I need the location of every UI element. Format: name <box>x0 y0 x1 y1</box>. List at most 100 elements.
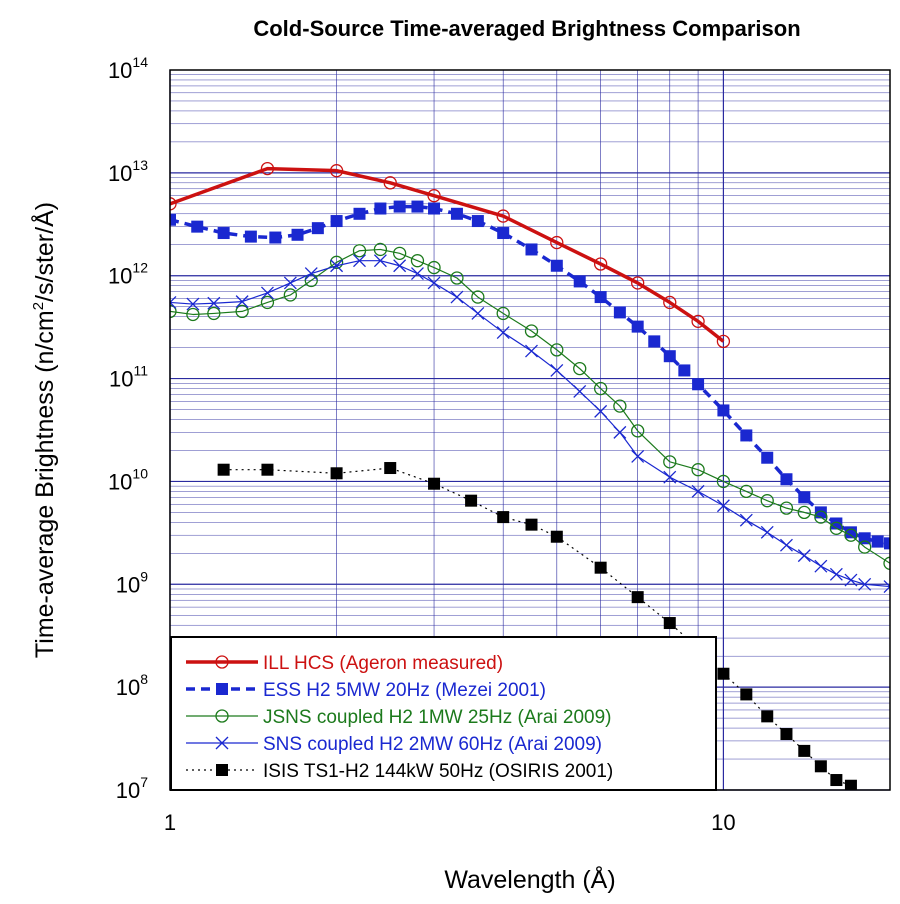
x-marker-stroke <box>427 276 441 290</box>
series-point <box>496 326 510 340</box>
series-point <box>329 164 344 178</box>
series-point <box>716 499 730 513</box>
x-marker-stroke <box>525 344 538 358</box>
y-tick-exponent: 9 <box>140 568 148 584</box>
series-point <box>207 306 221 321</box>
series-point <box>883 556 890 570</box>
x-marker-stroke <box>663 470 677 484</box>
series-point <box>692 378 705 391</box>
series-point <box>411 200 424 213</box>
legend-label: ILL HCS (Ageron measured) <box>263 653 503 674</box>
series-point <box>829 567 843 581</box>
series-point <box>780 473 793 486</box>
series-point <box>871 535 884 548</box>
series-point <box>283 276 297 290</box>
series-3 <box>170 242 890 570</box>
x-marker-stroke <box>829 567 843 581</box>
y-axis-label: Time-average Brightness (n/cm2/s/ster/Å) <box>29 202 59 658</box>
series-point <box>550 530 563 543</box>
x-marker-stroke <box>393 259 407 273</box>
series-point <box>374 202 387 215</box>
series-point <box>593 257 608 271</box>
series-point <box>260 286 274 300</box>
x-marker-stroke <box>186 297 200 311</box>
series-point <box>427 189 441 203</box>
legend-label: ESS H2 5MW 20Hz (Mezei 2001) <box>263 680 546 701</box>
series-point <box>663 350 676 363</box>
series-point <box>858 540 872 554</box>
series-point <box>450 207 463 220</box>
series-line <box>170 166 725 343</box>
series-point <box>170 197 177 211</box>
series-point <box>844 526 857 539</box>
series-point <box>428 202 441 215</box>
series-point <box>525 344 538 358</box>
series-point <box>353 254 366 268</box>
series-point <box>384 462 397 475</box>
series-point <box>663 455 677 469</box>
y-tick-label: 1011 <box>109 363 148 392</box>
series-point <box>392 246 407 260</box>
y-tick-base: 10 <box>108 161 132 186</box>
series-point <box>631 591 644 604</box>
series-point <box>235 295 249 309</box>
series-point <box>170 295 177 309</box>
series-line <box>170 260 890 588</box>
series-layer <box>170 161 890 790</box>
series-point <box>235 304 249 319</box>
series-point <box>215 736 229 750</box>
series-point <box>207 296 221 310</box>
series-point <box>170 213 176 226</box>
y-axis-label-superscript: 2 <box>30 302 47 310</box>
x-marker-stroke <box>471 306 485 320</box>
series-point <box>216 764 228 776</box>
series-point <box>291 228 304 241</box>
series-point <box>244 230 257 243</box>
y-tick-base: 10 <box>116 572 140 597</box>
series-point <box>663 617 676 630</box>
legend-label: SNS coupled H2 2MW 60Hz (Arai 2009) <box>263 734 602 755</box>
series-point <box>550 235 564 250</box>
series-point <box>524 324 539 338</box>
x-marker-stroke <box>858 577 872 591</box>
series-point <box>613 425 627 439</box>
legend-label: ISIS TS1-H2 144kW 50Hz (OSIRIS 2001) <box>263 761 613 782</box>
x-marker-stroke <box>613 425 627 439</box>
series-point <box>594 291 607 304</box>
series-point <box>613 306 626 319</box>
y-tick-base: 10 <box>108 469 132 494</box>
x-marker-stroke <box>170 295 177 304</box>
series-point <box>797 549 811 563</box>
series-point <box>186 297 200 311</box>
series-point <box>217 463 230 476</box>
series-point <box>717 404 730 417</box>
series-point <box>573 384 587 398</box>
series-point <box>613 399 627 413</box>
series-point <box>814 506 827 519</box>
series-point <box>428 477 441 490</box>
series-point <box>814 510 828 524</box>
x-marker-stroke <box>883 580 890 588</box>
series-point <box>330 467 343 480</box>
series-point <box>844 573 858 587</box>
x-marker-stroke <box>330 259 344 273</box>
series-point <box>311 222 324 235</box>
series-point <box>648 335 661 348</box>
y-tick-label: 1014 <box>108 54 148 83</box>
x-marker-stroke <box>844 573 858 587</box>
x-tick-label: 10 <box>711 810 735 835</box>
series-point <box>217 227 230 240</box>
series-point <box>760 525 774 539</box>
series-point <box>353 207 366 220</box>
series-point <box>663 470 677 484</box>
series-point <box>858 577 872 591</box>
chart-title: Cold-Source Time-averaged Brightness Com… <box>253 16 800 41</box>
series-point <box>216 683 228 695</box>
series-point <box>410 254 425 268</box>
legend-item: ISIS TS1-H2 144kW 50Hz (OSIRIS 2001) <box>186 761 613 782</box>
x-marker-stroke <box>883 585 890 594</box>
series-point <box>215 655 229 669</box>
series-point <box>594 561 607 574</box>
series-point <box>330 259 344 273</box>
